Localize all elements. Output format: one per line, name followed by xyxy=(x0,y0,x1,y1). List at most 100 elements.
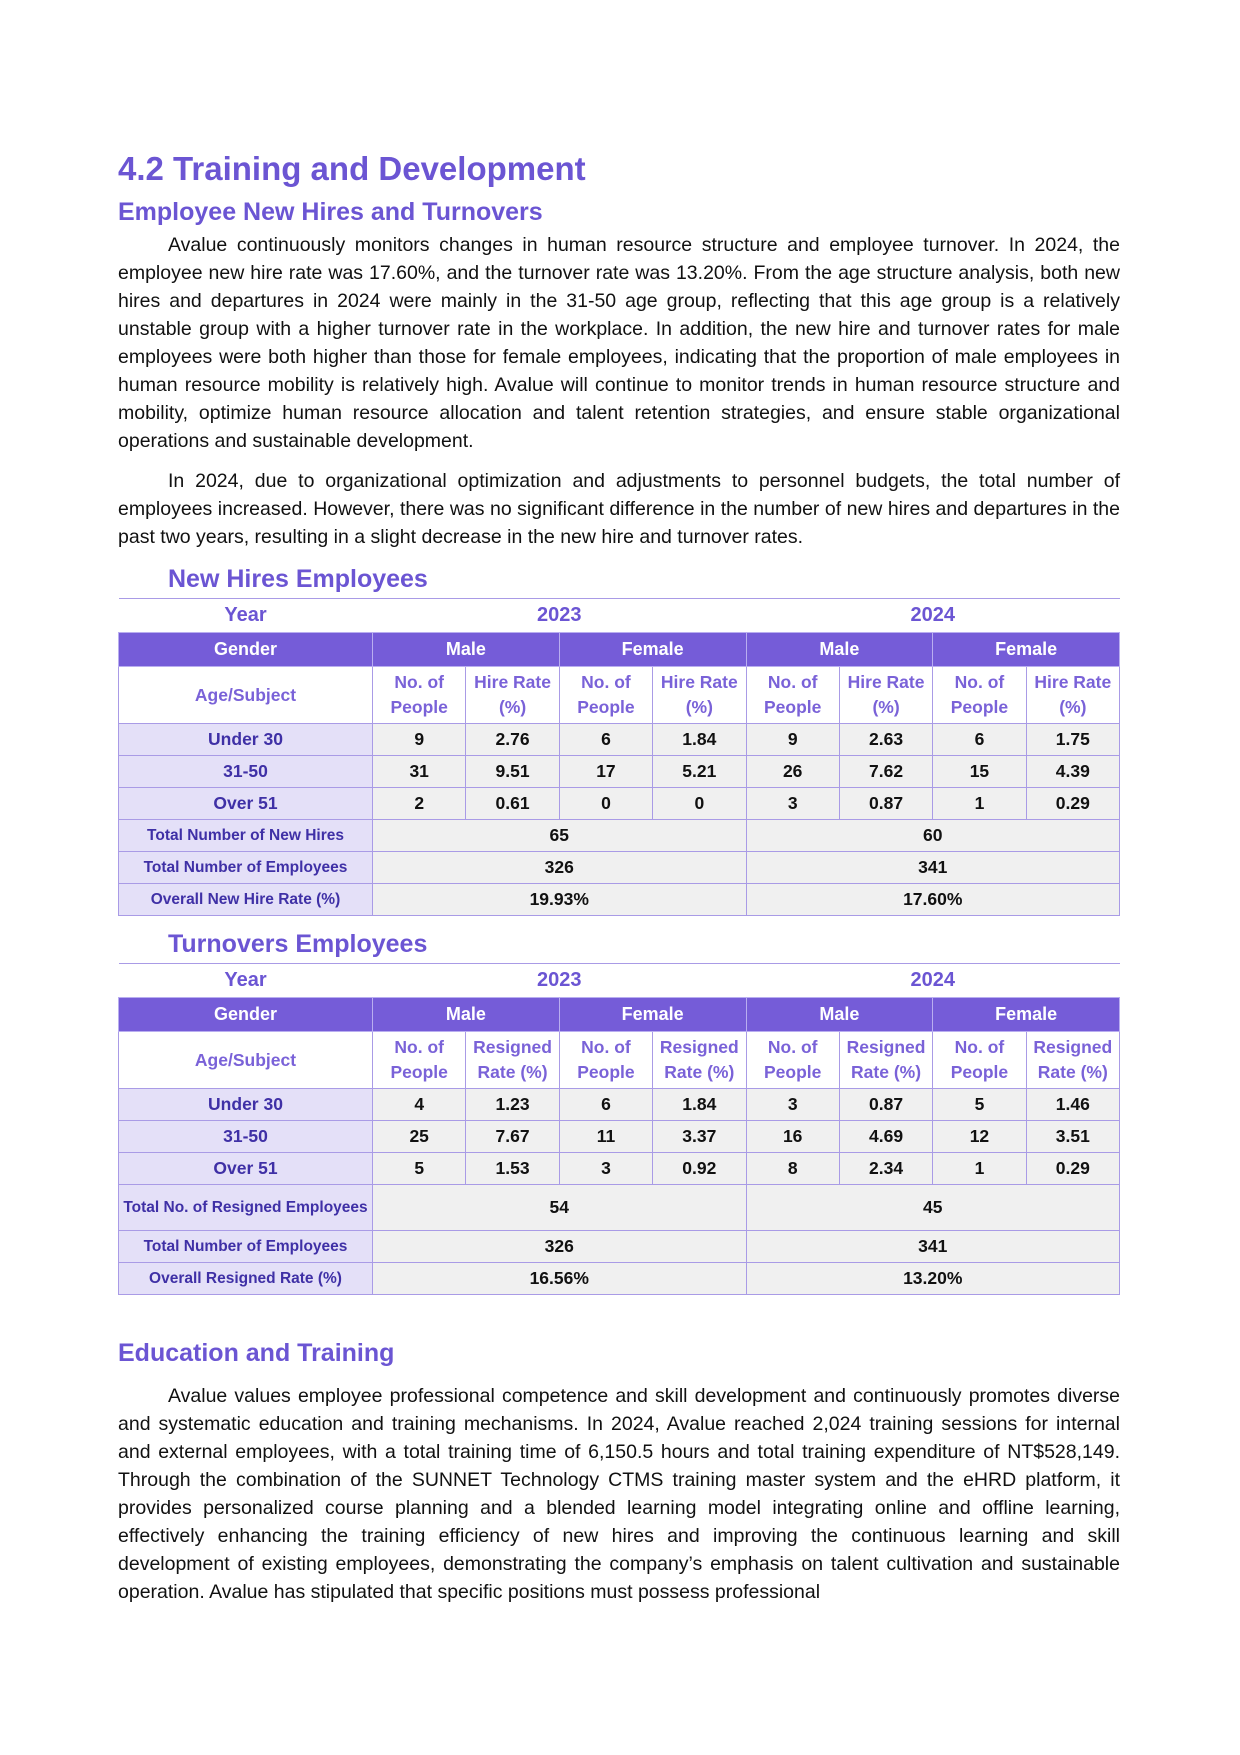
table-cell: 0.87 xyxy=(838,787,934,820)
table-cell: 1 xyxy=(932,787,1027,820)
table-cell: 26 xyxy=(745,755,840,788)
table-cell: 0.61 xyxy=(465,787,560,820)
total-cell: 60 xyxy=(745,819,1120,852)
column-subheader: Resigned Rate (%) xyxy=(465,1031,560,1089)
table-cell: 1.75 xyxy=(1025,723,1121,756)
table-cell: 12 xyxy=(932,1120,1027,1153)
gender-header: Female xyxy=(932,632,1120,667)
table-cell: 5 xyxy=(371,1152,467,1185)
age-subject-label: Age/Subject xyxy=(118,1031,373,1089)
gender-header: Male xyxy=(372,997,560,1032)
table-cell: 0 xyxy=(558,787,654,820)
table-cell: 2.76 xyxy=(465,723,560,756)
table-cell: 4.39 xyxy=(1025,755,1121,788)
row-label: Over 51 xyxy=(118,1152,373,1185)
column-subheader: No. of People xyxy=(745,1031,840,1089)
table-cell: 3 xyxy=(745,1088,840,1121)
column-subheader: Hire Rate (%) xyxy=(1025,666,1121,724)
table-cell: 1 xyxy=(932,1152,1027,1185)
gender-header: Female xyxy=(558,997,747,1032)
column-subheader: No. of People xyxy=(932,1031,1027,1089)
column-subheader: No. of People xyxy=(558,666,654,724)
row-label: Over 51 xyxy=(118,787,373,820)
paragraph: Avalue values employee professional comp… xyxy=(118,1385,1120,1603)
table-cell: 4 xyxy=(371,1088,467,1121)
column-subheader: Resigned Rate (%) xyxy=(652,1031,747,1089)
table-cell: 0.29 xyxy=(1025,1152,1121,1185)
column-subheader: Hire Rate (%) xyxy=(652,666,747,724)
table-cell: 1.84 xyxy=(652,723,747,756)
table-cell: 0.87 xyxy=(838,1088,934,1121)
total-cell: 19.93% xyxy=(372,883,747,916)
table-cell: 16 xyxy=(745,1120,840,1153)
age-subject-label: Age/Subject xyxy=(118,666,373,724)
table-cell: 7.67 xyxy=(465,1120,560,1153)
total-row-label: Total Number of Employees xyxy=(118,1230,373,1263)
table-cell: 9 xyxy=(371,723,467,756)
total-cell: 341 xyxy=(745,1230,1120,1263)
gender-header: Male xyxy=(745,632,934,667)
column-subheader: No. of People xyxy=(371,666,467,724)
year-header: 2023 xyxy=(372,963,746,998)
table-title: New Hires Employees xyxy=(168,565,428,593)
column-subheader: Hire Rate (%) xyxy=(465,666,560,724)
table-cell: 31 xyxy=(371,755,467,788)
table-cell: 8 xyxy=(745,1152,840,1185)
row-label: Under 30 xyxy=(118,723,373,756)
table-cell: 3 xyxy=(745,787,840,820)
data-table: Year 2023 2024 Gender Male Female Male Female Ag… xyxy=(118,598,1121,916)
gender-header: Female xyxy=(932,997,1120,1032)
table-cell: 6 xyxy=(558,723,654,756)
table-cell: 1.53 xyxy=(465,1152,560,1185)
table-cell: 7.62 xyxy=(838,755,934,788)
table-cell: 4.69 xyxy=(838,1120,934,1153)
table-cell: 3.37 xyxy=(652,1120,747,1153)
table-cell: 9 xyxy=(745,723,840,756)
table-cell: 15 xyxy=(932,755,1027,788)
column-subheader: No. of People xyxy=(745,666,840,724)
table-cell: 1.46 xyxy=(1025,1088,1121,1121)
table-cell: 0 xyxy=(652,787,747,820)
column-subheader: Resigned Rate (%) xyxy=(1025,1031,1121,1089)
gender-header: Male xyxy=(372,632,560,667)
gender-header: Male xyxy=(745,997,934,1032)
gender-label: Gender xyxy=(118,997,373,1032)
total-row-label: Total Number of Employees xyxy=(118,851,373,884)
table-cell: 5 xyxy=(932,1088,1027,1121)
total-cell: 341 xyxy=(745,851,1120,884)
total-row-label: Total No. of Resigned Employees xyxy=(118,1184,373,1231)
year-label: Year xyxy=(118,963,373,998)
table-title: Turnovers Employees xyxy=(168,930,428,958)
column-subheader: Resigned Rate (%) xyxy=(838,1031,934,1089)
table-cell: 3.51 xyxy=(1025,1120,1121,1153)
row-label: 31-50 xyxy=(118,755,373,788)
year-label: Year xyxy=(118,598,373,633)
total-row-label: Total Number of New Hires xyxy=(118,819,373,852)
table-cell: 2 xyxy=(371,787,467,820)
subheading-education-training: Education and Training xyxy=(118,1339,395,1367)
subheading-new-hires-turnovers: Employee New Hires and Turnovers xyxy=(118,198,543,226)
gender-label: Gender xyxy=(118,632,373,667)
row-label: Under 30 xyxy=(118,1088,373,1121)
table-cell: 1.84 xyxy=(652,1088,747,1121)
column-subheader: Hire Rate (%) xyxy=(838,666,934,724)
section-title: 4.2 Training and Development xyxy=(118,150,586,187)
table-cell: 0.29 xyxy=(1025,787,1121,820)
gender-header: Female xyxy=(558,632,747,667)
table-cell: 17 xyxy=(558,755,654,788)
data-table: Year 2023 2024 Gender Male Female Male Female Ag… xyxy=(118,963,1121,1295)
table-cell: 1.23 xyxy=(465,1088,560,1121)
total-cell: 54 xyxy=(372,1184,747,1231)
table-cell: 3 xyxy=(558,1152,654,1185)
total-row-label: Overall New Hire Rate (%) xyxy=(118,883,373,916)
table-cell: 11 xyxy=(558,1120,654,1153)
page: 4.2 Training and Development Employee Ne… xyxy=(118,150,1121,1618)
year-header: 2023 xyxy=(372,598,746,633)
row-label: 31-50 xyxy=(118,1120,373,1153)
total-cell: 45 xyxy=(745,1184,1120,1231)
table-cell: 0.92 xyxy=(652,1152,747,1185)
total-cell: 65 xyxy=(372,819,747,852)
column-subheader: No. of People xyxy=(558,1031,654,1089)
total-cell: 326 xyxy=(372,1230,747,1263)
column-subheader: No. of People xyxy=(371,1031,467,1089)
